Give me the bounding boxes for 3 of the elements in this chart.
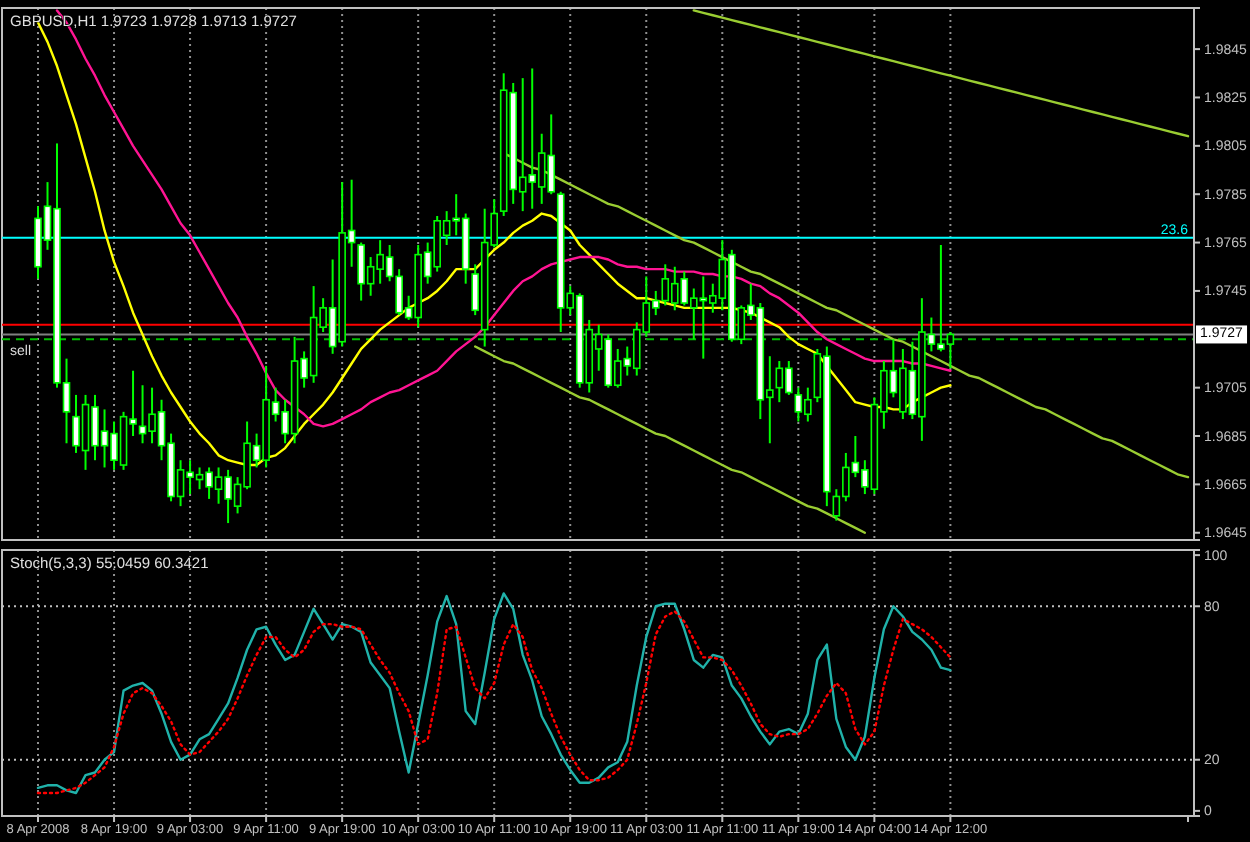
line-series bbox=[473, 345, 867, 534]
line-series bbox=[502, 151, 1190, 479]
line-series bbox=[692, 9, 1190, 138]
